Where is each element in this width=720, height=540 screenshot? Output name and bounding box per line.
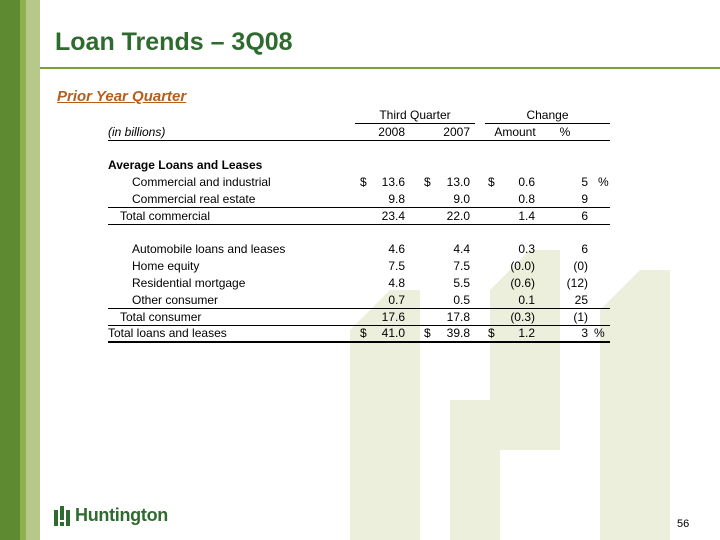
col-header-amount: Amount (494, 125, 536, 139)
value-2008: 4.6 (388, 242, 405, 256)
logo-text: Huntington (75, 505, 168, 525)
currency-symbol: $ (360, 326, 367, 340)
title-divider (40, 67, 720, 69)
change-pct: 6 (581, 209, 588, 223)
subtotal-rule (108, 308, 610, 309)
logo-watermark (350, 250, 670, 540)
change-pct: 5 (581, 175, 588, 189)
change-amount: 1.2 (518, 326, 535, 340)
page-number: 56 (677, 518, 690, 530)
group-header-change: Change (526, 108, 569, 122)
change-amount: (0.3) (510, 310, 535, 324)
page-title: Loan Trends – 3Q08 (55, 28, 293, 56)
row-label: Total loans and leases (108, 326, 227, 340)
left-accent-bar-mid (20, 0, 26, 540)
currency-symbol: $ (424, 175, 431, 189)
group-underline (355, 123, 475, 124)
left-accent-bar-light (26, 0, 40, 540)
change-pct: 25 (574, 293, 588, 307)
pct-suffix: % (594, 326, 605, 340)
col-header-pct: % (559, 125, 571, 139)
huntington-logo-icon (54, 505, 70, 526)
value-2007: 22.0 (446, 209, 470, 223)
value-2007: 0.5 (453, 293, 470, 307)
value-2007: 13.0 (446, 175, 470, 189)
value-2008: 4.8 (388, 276, 405, 290)
change-amount: 1.4 (518, 209, 535, 223)
currency-symbol: $ (424, 326, 431, 340)
change-pct: 3 (581, 326, 588, 340)
change-pct: (0) (573, 259, 588, 273)
group-header-third-quarter: Third Quarter (379, 108, 451, 122)
value-2008: 41.0 (381, 326, 405, 340)
change-pct: 6 (581, 242, 588, 256)
row-label: Home equity (132, 259, 200, 273)
subtotal-rule (108, 224, 610, 225)
section-subtitle: Prior Year Quarter (57, 88, 187, 105)
col-header-2007: 2007 (443, 125, 470, 139)
row-label: Automobile loans and leases (132, 242, 286, 256)
row-label: Commercial and industrial (132, 175, 271, 189)
value-2007: 9.0 (453, 192, 470, 206)
left-accent-bar-dark (0, 0, 20, 540)
units-label: (in billions) (108, 125, 166, 139)
change-pct: 9 (581, 192, 588, 206)
value-2008: 13.6 (381, 175, 405, 189)
change-amount: (0.6) (510, 276, 535, 290)
header-underline (108, 140, 610, 141)
col-header-2008: 2008 (378, 125, 405, 139)
pct-suffix: % (598, 175, 609, 189)
section-title: Average Loans and Leases (108, 158, 263, 172)
value-2007: 7.5 (453, 259, 470, 273)
value-2008: 17.6 (381, 310, 405, 324)
value-2008: 0.7 (388, 293, 405, 307)
row-label: Total commercial (120, 209, 211, 223)
value-2007: 4.4 (453, 242, 470, 256)
brand-logo: Huntington (54, 505, 168, 526)
value-2008: 23.4 (381, 209, 405, 223)
group-underline (485, 123, 610, 124)
value-2008: 7.5 (388, 259, 405, 273)
value-2008: 9.8 (388, 192, 405, 206)
currency-symbol: $ (488, 175, 495, 189)
row-label: Residential mortgage (132, 276, 246, 290)
change-amount: 0.6 (518, 175, 535, 189)
value-2007: 17.8 (446, 310, 470, 324)
currency-symbol: $ (360, 175, 367, 189)
change-pct: (1) (573, 310, 588, 324)
value-2007: 5.5 (453, 276, 470, 290)
subtotal-rule (108, 207, 610, 208)
value-2007: 39.8 (446, 326, 470, 340)
change-amount: 0.1 (518, 293, 535, 307)
currency-symbol: $ (488, 326, 495, 340)
change-amount: 0.3 (518, 242, 535, 256)
row-label: Total consumer (120, 310, 202, 324)
change-amount: (0.0) (510, 259, 535, 273)
total-rule (108, 325, 610, 326)
change-pct: (12) (566, 276, 588, 290)
grand-total-rule (108, 341, 610, 343)
row-label: Commercial real estate (132, 192, 256, 206)
change-amount: 0.8 (518, 192, 535, 206)
row-label: Other consumer (132, 293, 219, 307)
